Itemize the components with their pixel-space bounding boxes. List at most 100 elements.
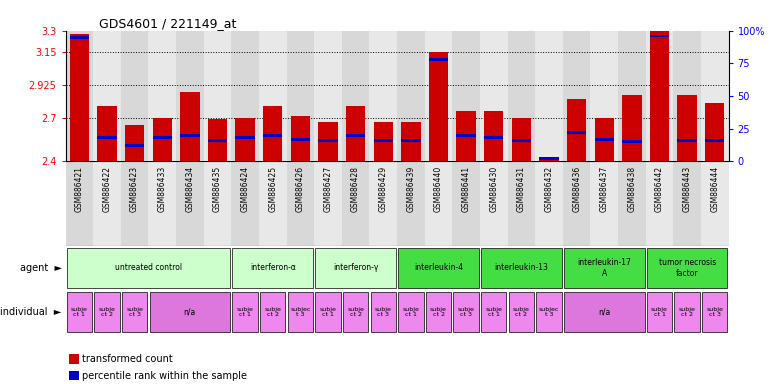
Bar	[622, 140, 641, 143]
Bar	[484, 136, 503, 139]
Text: GSM886435: GSM886435	[213, 166, 222, 212]
Bar	[398, 248, 479, 288]
Bar	[647, 292, 672, 332]
Bar	[512, 118, 531, 161]
Bar	[121, 161, 148, 246]
Bar	[540, 160, 559, 161]
Text: subje
ct 1: subje ct 1	[485, 306, 502, 318]
Text: GSM886425: GSM886425	[268, 166, 278, 212]
Bar	[148, 31, 176, 161]
Bar	[371, 292, 396, 332]
Bar	[509, 292, 534, 332]
Bar	[150, 292, 231, 332]
Text: GSM886434: GSM886434	[185, 166, 194, 212]
Bar	[121, 31, 148, 161]
Bar	[66, 248, 231, 288]
Bar	[125, 125, 144, 161]
Bar	[235, 136, 254, 139]
Text: GSM886430: GSM886430	[490, 166, 498, 212]
Bar	[288, 292, 313, 332]
Bar	[291, 116, 310, 161]
Bar	[701, 161, 729, 246]
Bar	[678, 94, 697, 161]
Text: GSM886433: GSM886433	[158, 166, 167, 212]
Bar	[701, 31, 729, 161]
Bar	[176, 31, 204, 161]
Bar	[456, 134, 476, 137]
Bar	[318, 139, 338, 142]
Text: GSM886428: GSM886428	[351, 166, 360, 212]
Bar	[429, 58, 448, 61]
Bar	[369, 161, 397, 246]
Text: subje
ct 2: subje ct 2	[430, 306, 447, 318]
Text: GSM886424: GSM886424	[241, 166, 250, 212]
Bar	[374, 139, 393, 142]
Text: interleukin-4: interleukin-4	[414, 263, 463, 272]
Text: subje
ct 1: subje ct 1	[237, 306, 254, 318]
Bar	[397, 161, 425, 246]
Bar	[453, 161, 480, 246]
Bar	[567, 99, 586, 161]
Text: subje
ct 2: subje ct 2	[99, 306, 116, 318]
Bar	[176, 161, 204, 246]
Text: GSM886444: GSM886444	[710, 166, 719, 212]
Text: GSM886421: GSM886421	[75, 166, 84, 212]
Bar	[93, 31, 121, 161]
Bar	[66, 292, 92, 332]
Bar	[673, 161, 701, 246]
Bar	[153, 118, 172, 161]
Bar	[180, 134, 200, 137]
Bar	[453, 31, 480, 161]
Bar	[650, 31, 669, 161]
Text: GSM886426: GSM886426	[296, 166, 305, 212]
Bar	[481, 248, 562, 288]
Text: subjec
t 3: subjec t 3	[290, 306, 311, 318]
Bar	[374, 122, 393, 161]
Bar	[453, 292, 479, 332]
Bar	[231, 31, 259, 161]
Bar	[318, 122, 338, 161]
Bar	[594, 118, 614, 161]
Bar	[263, 134, 282, 137]
Bar	[456, 111, 476, 161]
Bar	[507, 31, 535, 161]
Bar	[66, 161, 93, 246]
Bar	[287, 161, 315, 246]
Text: subje
ct 3: subje ct 3	[126, 306, 143, 318]
Bar	[259, 161, 287, 246]
Bar	[563, 31, 591, 161]
Bar	[232, 248, 313, 288]
Text: GSM886432: GSM886432	[544, 166, 554, 212]
Bar	[263, 106, 282, 161]
Bar	[260, 292, 285, 332]
Text: subje
ct 3: subje ct 3	[458, 306, 475, 318]
Text: GSM886431: GSM886431	[517, 166, 526, 212]
Bar	[594, 137, 614, 141]
Bar	[622, 94, 641, 161]
Text: n/a: n/a	[598, 308, 611, 316]
Bar	[426, 292, 451, 332]
Bar	[342, 31, 369, 161]
Bar	[208, 139, 227, 142]
Bar	[537, 292, 562, 332]
Bar	[702, 292, 728, 332]
Bar	[397, 31, 425, 161]
Text: subje
ct 2: subje ct 2	[513, 306, 530, 318]
Bar	[69, 36, 89, 39]
Bar	[153, 136, 172, 139]
Text: GDS4601 / 221149_at: GDS4601 / 221149_at	[99, 17, 236, 30]
Text: tumor necrosis
factor: tumor necrosis factor	[658, 258, 715, 278]
Bar	[148, 161, 176, 246]
Text: GSM886423: GSM886423	[130, 166, 139, 212]
Bar	[481, 292, 507, 332]
Text: subje
ct 1: subje ct 1	[71, 306, 88, 318]
Text: GSM886440: GSM886440	[434, 166, 443, 212]
Bar	[315, 161, 342, 246]
Bar	[66, 31, 93, 161]
Bar	[647, 248, 728, 288]
Text: agent  ►: agent ►	[20, 263, 62, 273]
Text: untreated control: untreated control	[115, 263, 182, 272]
Text: subje
ct 3: subje ct 3	[706, 306, 723, 318]
Bar	[343, 292, 369, 332]
Text: GSM886422: GSM886422	[103, 166, 112, 212]
